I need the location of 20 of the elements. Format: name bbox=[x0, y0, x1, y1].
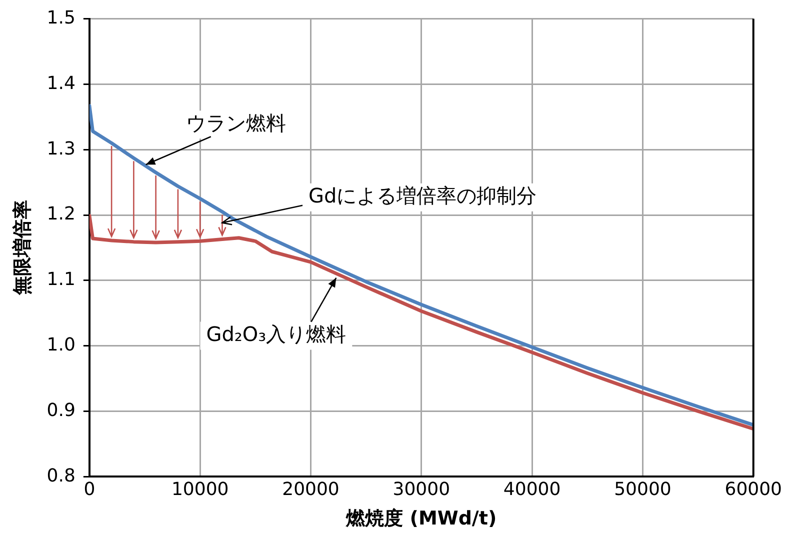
x-tick-label: 30000 bbox=[392, 479, 450, 500]
annotation: ウラン燃料 bbox=[186, 110, 286, 135]
y-tick-label: 1.1 bbox=[46, 269, 76, 290]
y-axis-title: 無限増倍率 bbox=[11, 200, 34, 296]
x-tick-label: 20000 bbox=[282, 479, 340, 500]
x-axis-title: 燃焼度 (MWd/t) bbox=[345, 508, 497, 530]
y-tick-label: 1.5 bbox=[46, 7, 76, 28]
x-tick-label: 50000 bbox=[614, 479, 672, 500]
y-tick-label: 0.9 bbox=[46, 400, 76, 421]
y-tick-label: 1.0 bbox=[46, 334, 76, 356]
x-tick-label: 60000 bbox=[724, 479, 782, 500]
x-tick-label: 10000 bbox=[171, 479, 229, 500]
annotation: Gd₂O₃入り燃料 bbox=[206, 322, 346, 346]
y-tick-label: 1.2 bbox=[46, 204, 76, 225]
y-tick-label: 1.4 bbox=[46, 72, 76, 94]
annotation: Gdによる増倍率の抑制分 bbox=[308, 184, 537, 208]
y-tick-label: 1.3 bbox=[46, 138, 76, 160]
x-tick-label: 40000 bbox=[503, 479, 561, 500]
x-tick-label: 0 bbox=[84, 479, 96, 500]
y-tick-label: 0.8 bbox=[46, 465, 76, 486]
